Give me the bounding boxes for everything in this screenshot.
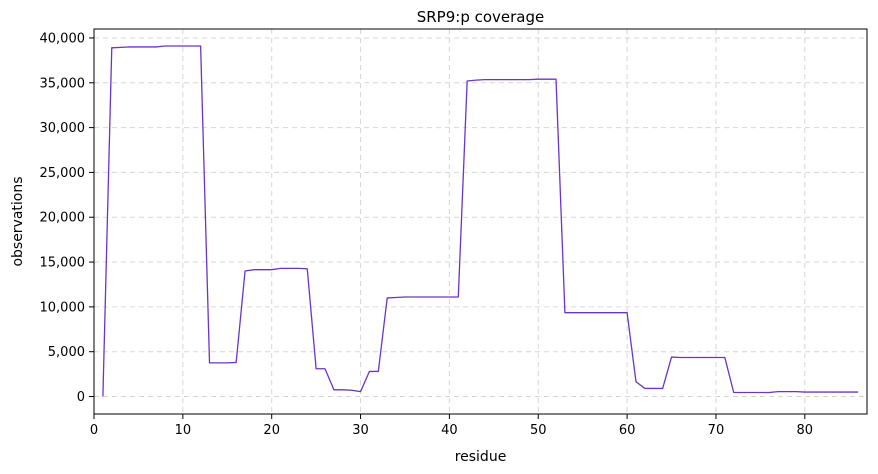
- y-tick-label: 35,000: [40, 76, 86, 91]
- y-axis: 0 5,000 10,000 15,000 20,000 25,000 30,000 35,0…: [40, 31, 94, 405]
- y-axis-label: observations: [10, 176, 26, 266]
- x-tick-label: 50: [530, 423, 547, 438]
- grid: [93, 29, 867, 414]
- x-tick-label: 0: [90, 423, 98, 438]
- line-layer: [102, 45, 859, 397]
- x-axis-label: residue: [455, 449, 507, 465]
- x-tick-label: 20: [263, 423, 280, 438]
- y-tick-label: 0: [77, 390, 85, 405]
- x-tick-label: 10: [175, 423, 192, 438]
- x-tick-label: 60: [619, 423, 636, 438]
- chart-title: SRP9:p coverage: [417, 8, 545, 26]
- y-tick-label: 10,000: [40, 300, 86, 315]
- plot-frame: [93, 28, 868, 415]
- y-tick-label: 15,000: [40, 256, 86, 271]
- y-tick-label: 40,000: [40, 31, 86, 46]
- x-tick-label: 30: [352, 423, 369, 438]
- x-axis: 0 10 20 30 40 50 60 70 80: [90, 414, 813, 438]
- y-tick-label: 30,000: [40, 121, 86, 136]
- x-tick-label: 70: [708, 423, 725, 438]
- x-tick-label: 40: [441, 423, 458, 438]
- x-tick-label: 80: [797, 423, 814, 438]
- y-tick-label: 5,000: [48, 345, 85, 360]
- series-line: [102, 45, 859, 397]
- y-tick-label: 20,000: [40, 211, 86, 226]
- y-tick-label: 25,000: [40, 166, 86, 181]
